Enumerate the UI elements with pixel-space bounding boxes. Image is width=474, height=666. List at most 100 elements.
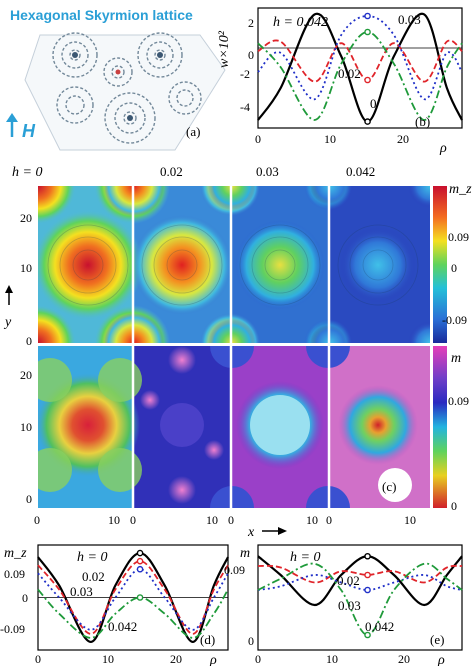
plot-d-series-2 — [37, 568, 229, 631]
plot-b-series-3 — [257, 31, 463, 121]
ylabel-b: w×10² — [217, 30, 232, 68]
plot-e-marker-0 — [364, 552, 371, 560]
row-label-x: x — [247, 525, 255, 540]
xtick-c-2-1: 10 — [306, 513, 318, 527]
xtick-b-1: 10 — [324, 132, 336, 146]
plot-d-marker-3 — [136, 594, 144, 601]
plot-b-marker-0 — [364, 118, 371, 125]
ytick-b-2: -2 — [240, 67, 250, 81]
field-arrow-icon — [6, 113, 18, 137]
plot-e-marker-1 — [364, 571, 371, 579]
plot-e-series-3 — [257, 562, 463, 636]
xtick-c-2-0: 0 — [228, 513, 234, 527]
xtick-e-1: 10 — [326, 652, 338, 666]
column-header-0: h = 0 — [12, 165, 42, 180]
panel-label-b: (b) — [415, 114, 430, 129]
xtick-b-0: 0 — [255, 132, 261, 146]
annot-b-3: 0 — [370, 96, 377, 111]
ytick-top-1: 10 — [20, 261, 32, 275]
panel-a: Hexagonal Skyrmion lattice H (a) — [6, 7, 226, 151]
plot-d-series-3 — [37, 588, 229, 639]
plot-e-marker-2 — [364, 586, 371, 594]
annot-b-2: 0.02 — [338, 66, 361, 81]
colorbar-mz: m_z 0.09 0 -0.09 — [433, 182, 472, 343]
ytick-bot-0: 20 — [20, 368, 32, 382]
ytick-bot-2: 0 — [26, 492, 32, 506]
annot-b-1: 0.03 — [398, 12, 421, 27]
panel-label-c: (c) — [382, 479, 396, 494]
heatmap-axes: 20 10 0 20 10 0 y 0 10 0 10 0 10 0 10 x — [3, 211, 416, 540]
annot-e-2: 0.03 — [338, 598, 361, 613]
annot-e-0: h = 0 — [290, 550, 320, 565]
colorbar-m-tick-1: 0 — [451, 499, 457, 513]
xlabel-e: ρ — [437, 653, 445, 666]
skyrmion-lattice-illustration — [24, 32, 226, 151]
figure-title: Hexagonal Skyrmion lattice — [10, 7, 193, 23]
plot-d-series-1 — [37, 560, 229, 635]
ylabel-e: m — [240, 546, 250, 561]
x-arrow-icon — [262, 527, 287, 535]
xtick-c-0-0: 0 — [34, 513, 40, 527]
xtick-c-1-1: 10 — [206, 513, 218, 527]
xtick-c-1-0: 0 — [130, 513, 136, 527]
ylabel-d: m_z — [4, 546, 27, 561]
column-header-3: 0.042 — [346, 164, 375, 179]
xtick-d-2: 20 — [170, 652, 182, 666]
panel-label-c-bg — [378, 468, 412, 502]
xtick-b-2: 20 — [397, 132, 409, 146]
ytick-d-0: 0.09 — [4, 567, 25, 581]
xtick-d-0: 0 — [35, 652, 41, 666]
colorbar-m-label: m — [451, 351, 461, 366]
plot-d-marker-2 — [136, 565, 144, 573]
colorbar-mz-tick-1: 0 — [451, 261, 457, 275]
panel-e: m 0.09 0 0 10 20 ρ h = 0 0.02 0.03 0.042… — [224, 544, 463, 666]
xtick-d-1: 10 — [102, 652, 114, 666]
ytick-top-2: 0 — [26, 334, 32, 348]
row-label-y: y — [3, 315, 12, 330]
annot-b-0: h = 0.042 — [273, 15, 328, 30]
panel-label-e: (e) — [430, 632, 444, 647]
plot-e — [257, 552, 463, 639]
plot-d-marker-1 — [136, 557, 144, 565]
colorbar-m: m 0.09 0 — [433, 346, 469, 513]
ytick-d-1: 0 — [22, 591, 28, 605]
annot-d-1: 0.02 — [82, 569, 105, 584]
xtick-e-0: 0 — [255, 652, 261, 666]
ytick-b-0: 2 — [248, 16, 254, 30]
ytick-e-1: 0 — [248, 634, 254, 648]
heatmap-row-mz — [38, 186, 430, 343]
panel-c-header: h = 0 0.02 0.03 0.042 — [12, 164, 375, 180]
column-header-2: 0.03 — [256, 164, 279, 179]
plot-b-marker-1 — [364, 76, 371, 84]
heatmap-row-m: (c) — [38, 346, 430, 508]
field-label: H — [22, 121, 36, 141]
ytick-e-0: 0.09 — [224, 563, 245, 577]
plot-b-marker-3 — [364, 28, 371, 36]
xtick-c-3-0: 0 — [326, 513, 332, 527]
ytick-bot-1: 10 — [20, 420, 32, 434]
colorbar-mz-label: m_z — [449, 182, 472, 197]
annot-d-0: h = 0 — [77, 550, 107, 565]
plot-d — [37, 549, 229, 644]
ytick-b-3: -4 — [240, 100, 250, 114]
colorbar-m-tick-0: 0.09 — [448, 394, 469, 408]
colorbar-mz-tick-0: 0.09 — [448, 230, 469, 244]
plot-b-series-2 — [257, 15, 463, 101]
colorbar-mz-tick-2: -0.09 — [442, 313, 467, 327]
ytick-b-1: 0 — [248, 48, 254, 62]
plot-b-marker-2 — [364, 12, 371, 20]
y-arrow-icon — [5, 285, 13, 305]
annot-d-3: 0.042 — [108, 619, 137, 634]
column-header-1: 0.02 — [160, 164, 183, 179]
plot-b — [257, 12, 463, 125]
annot-e-1: 0.02 — [337, 573, 360, 588]
xtick-e-2: 20 — [398, 652, 410, 666]
panel-b: w×10² 2 0 -2 -4 0 10 20 ρ h = 0.042 0.03… — [217, 7, 463, 156]
ytick-d-2: -0.09 — [0, 622, 25, 636]
plot-e-series-2 — [257, 574, 463, 591]
annot-e-3: 0.042 — [365, 619, 394, 634]
ytick-top-0: 20 — [20, 211, 32, 225]
xtick-c-0-1: 10 — [108, 513, 120, 527]
panel-label-a: (a) — [186, 124, 200, 139]
